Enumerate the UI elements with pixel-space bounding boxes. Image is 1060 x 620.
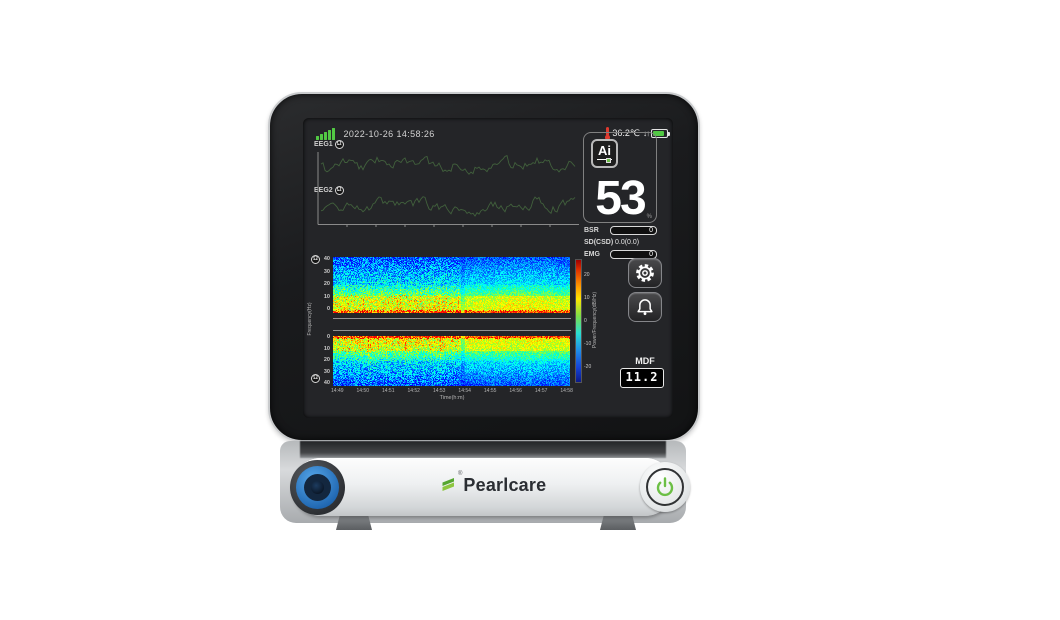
sd-csd-row: SD(CSD) 0.0(0.0) — [584, 237, 657, 247]
spectrogram-y-axis-label: Frequency(Hz) — [307, 302, 313, 336]
ai-logo-green-dot — [606, 158, 611, 163]
impedance-icon: Ω — [311, 374, 320, 383]
y-tick: 40 — [323, 380, 330, 386]
bsr-row: BSR 0 — [584, 225, 657, 235]
colorbar-tick: 0 — [584, 318, 587, 324]
colorbar-tick: 20 — [584, 272, 590, 278]
pearlcare-leaf-icon — [442, 478, 454, 491]
front-panel — [292, 458, 674, 516]
depth-index-value: 53 — [595, 172, 646, 225]
device-foot — [600, 516, 636, 530]
impedance-icon: Ω — [334, 140, 344, 149]
x-tick: 14:50 — [356, 388, 369, 394]
base-shadow — [300, 441, 666, 458]
colorbar-label: Power/Frequency(dB/Hz) — [592, 291, 598, 349]
registered-mark: ® — [458, 471, 463, 477]
sensor-connector-core — [311, 481, 324, 494]
alarm-button[interactable] — [628, 292, 662, 322]
x-tick: 14:55 — [483, 388, 497, 394]
spectrogram-canvas-ch2 — [333, 336, 570, 386]
ai-logo: Ai — [591, 139, 618, 168]
y-tick: 0 — [326, 334, 330, 340]
x-tick: 14:53 — [432, 388, 446, 394]
spectrogram-xticks: 14:49 14:50 14:51 14:52 14:53 14:54 14:5… — [331, 388, 573, 394]
index-unit: % — [646, 214, 652, 220]
bsr-label: BSR — [584, 226, 599, 234]
spectrogram-yticks-ch2: 0 10 20 30 40 — [316, 334, 330, 386]
brand-logo: ® Pearlcare — [440, 471, 547, 498]
datetime-text: 2022-10-26 14:58:26 — [343, 128, 435, 139]
spectrogram-canvas-ch1 — [333, 257, 570, 313]
settings-button[interactable] — [628, 258, 662, 288]
colorbar-tick: -10 — [584, 341, 592, 347]
x-tick: 14:57 — [534, 388, 548, 394]
status-bar: 2022-10-26 14:58:26 36.2℃ ↓↑ — [316, 126, 670, 141]
sd-csd-label: SD(CSD) — [584, 238, 614, 246]
device-foot — [336, 516, 372, 530]
x-tick: 14:51 — [381, 388, 395, 394]
y-tick: 30 — [323, 268, 330, 275]
colorbar-tick: 10 — [584, 295, 590, 301]
x-tick: 14:58 — [560, 388, 573, 394]
spectrogram-x-axis-label: Time(h:m) — [439, 395, 465, 401]
emg-label: EMG — [584, 250, 600, 258]
temperature-text: 36.2℃ — [612, 128, 640, 138]
gear-icon — [636, 264, 654, 282]
power-button-ring — [646, 468, 684, 506]
spectrogram-colorbar — [575, 259, 582, 383]
brand-name: Pearlcare — [463, 474, 547, 495]
eeg1-trace — [320, 154, 576, 175]
y-tick: 10 — [323, 293, 330, 300]
y-tick: 10 — [323, 345, 330, 352]
impedance-icon: Ω — [311, 255, 320, 264]
sd-csd-value: 0.0(0.0) — [615, 238, 640, 246]
temp-trend-arrows-icon: ↓↑ — [643, 129, 650, 138]
y-tick: 30 — [323, 368, 330, 375]
x-tick: 14:54 — [458, 388, 471, 394]
eeg2-label: EEG2 Ω — [314, 186, 344, 195]
x-tick: 14:49 — [331, 388, 344, 394]
mdf-label: MDF — [635, 356, 655, 366]
y-tick: 20 — [323, 281, 330, 287]
signal-strength-icon — [316, 127, 335, 140]
ai-index-panel: Ai 53 % — [583, 132, 657, 225]
spectrogram-divider-line — [333, 318, 571, 319]
bsr-value: 0 — [610, 225, 657, 235]
spectrogram-divider-line — [333, 330, 571, 331]
thermometer-icon — [604, 127, 610, 140]
y-tick: 0 — [326, 306, 330, 312]
impedance-icon: Ω — [334, 186, 344, 195]
x-tick: 14:52 — [407, 388, 420, 394]
eeg-waveform-plot — [317, 152, 579, 227]
x-tick: 14:56 — [509, 388, 522, 394]
eeg2-trace — [320, 196, 576, 217]
mdf-value-display: 11.2 — [620, 368, 664, 388]
spectrogram-yticks-ch1: 40 30 20 10 0 — [316, 256, 330, 312]
colorbar-ticks: 20 10 0 -10 -20 — [584, 272, 591, 370]
y-tick: 40 — [323, 256, 330, 262]
colorbar-tick: -20 — [584, 364, 592, 370]
eeg1-label: EEG1 Ω — [314, 140, 344, 149]
power-icon — [656, 477, 674, 497]
y-tick: 20 — [323, 357, 330, 363]
bell-icon — [637, 299, 653, 316]
